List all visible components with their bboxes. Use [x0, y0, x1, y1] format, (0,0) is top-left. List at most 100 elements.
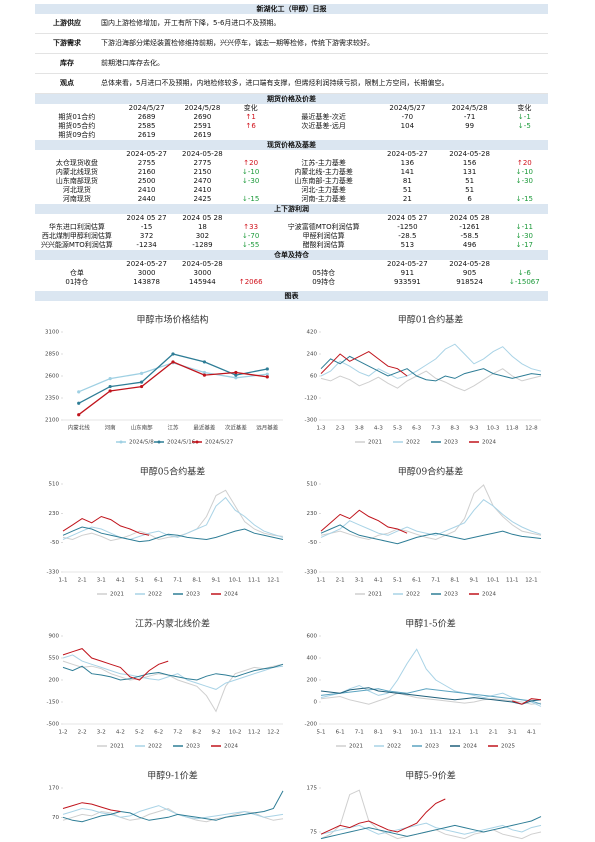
- table-row: 01持仓 143878 145944 ↑2066 09持仓 933591 918524 ↓-1…: [35, 278, 548, 287]
- x-tick-label: 9-1: [393, 730, 402, 736]
- summary-text: 国内上游检修增加，开工有所下降，5-6月进口不及预期。: [99, 14, 548, 34]
- point-marker: [234, 373, 238, 377]
- legend-label: 2021: [368, 440, 382, 446]
- y-tick-label: 420: [307, 330, 318, 336]
- cell: 143878: [133, 278, 160, 286]
- cell: [438, 131, 500, 140]
- series-line: [62, 802, 121, 812]
- x-tick-label: 2-2: [78, 730, 87, 736]
- x-tick-label: 10-1: [487, 578, 499, 584]
- x-tick-label: 3-1: [508, 730, 517, 736]
- cell: ↓-30: [515, 232, 534, 240]
- cell: 仓单: [69, 269, 84, 277]
- x-tick-label: 2-1: [336, 578, 345, 584]
- x-tick-label: 11-2: [248, 730, 260, 736]
- x-tick-label: 最近基差: [193, 424, 216, 432]
- point-marker: [77, 390, 81, 394]
- series-line: [62, 496, 284, 541]
- cell: 2024/5/28: [451, 104, 488, 112]
- cell: [35, 150, 119, 159]
- y-tick-label: 75: [310, 830, 317, 836]
- cell: 145944: [189, 278, 216, 286]
- cell: 905: [462, 269, 477, 277]
- cell: [230, 214, 271, 223]
- cell: [271, 214, 376, 223]
- data-table: 2024/5/27 2024/5/28 变化 2024/5/27 2024/5/28 变化…: [35, 104, 548, 140]
- x-tick-label: 7-1: [431, 578, 440, 584]
- cell: 21: [402, 195, 412, 203]
- cell: ↑20: [516, 159, 532, 167]
- y-tick-label: 550: [49, 656, 60, 662]
- cell: [376, 131, 438, 140]
- cell: ↑20: [243, 159, 259, 167]
- x-tick-label: 3-1: [355, 578, 364, 584]
- chart: 甲醇市场价格结构 2100 2350 2600 2850 3100 内蒙北线 河南 山东南部 江苏…: [45, 314, 283, 446]
- series-line: [62, 663, 284, 681]
- y-tick-label: -200: [305, 722, 318, 728]
- cell: [501, 214, 548, 223]
- cell: ↓-11: [515, 223, 534, 231]
- y-tick-label: -330: [305, 570, 318, 576]
- x-tick-label: 江苏: [167, 424, 179, 432]
- data-table: 2024-05-27 2024-05-28 2024-05-27 2024-05-28…: [35, 150, 548, 204]
- cell: [271, 104, 376, 113]
- series-line: [320, 798, 446, 835]
- cell: 2024-05-27: [126, 260, 167, 268]
- cell: 51: [465, 177, 475, 185]
- y-tick-label: 170: [49, 786, 60, 792]
- cell: 期货05合约: [58, 122, 96, 130]
- cell: 内蒙北线现货: [55, 168, 98, 176]
- table-row: 河北现货 2410 2410 河北-主力基差 51 51: [35, 186, 548, 195]
- x-tick-label: 7-3: [431, 426, 440, 432]
- legend-label: 2024: [224, 744, 238, 750]
- series-line: [320, 648, 542, 707]
- cell: 2024-05-28: [182, 260, 223, 268]
- cell: [35, 104, 119, 113]
- cell: ↑6: [245, 122, 256, 130]
- cell: -1250: [397, 223, 418, 231]
- cell: 104: [400, 122, 415, 130]
- chart: 甲醇9-1价差-130-3070170: [49, 770, 284, 823]
- legend-label: 2024/5/8: [129, 440, 154, 446]
- cell: 2024/5/27: [389, 104, 426, 112]
- cell: 期货09合约: [58, 131, 96, 139]
- x-tick-label: 1-1: [59, 578, 68, 584]
- summary-label: 下游需求: [35, 33, 99, 54]
- cell: 51: [402, 186, 412, 194]
- series-line: [62, 790, 284, 823]
- cell: 918524: [456, 278, 483, 286]
- series-line: [320, 343, 542, 379]
- point-marker: [234, 370, 238, 375]
- series-line: [320, 351, 408, 377]
- cell: 01持仓: [65, 278, 89, 286]
- cell: 513: [400, 241, 415, 249]
- table-row: 期货01合约 2689 2690 ↑1 最近基差-次近 -70 -71 ↓-1: [35, 113, 548, 122]
- table-row: 兴兴能源MTO利润估算 -1234 -1289 ↓-55 醋酸利润估算 513 496 ↓-1…: [35, 241, 548, 250]
- y-tick-label: 510: [307, 482, 318, 488]
- y-tick-label: 175: [307, 786, 318, 792]
- section-title: 仓单及持仓: [35, 250, 548, 260]
- chart-title: 甲醇01合约基差: [398, 314, 463, 326]
- point-marker: [77, 413, 81, 417]
- series-line: [320, 355, 542, 382]
- cell: 99: [465, 122, 475, 130]
- point-marker: [108, 384, 112, 389]
- data-table: 2024-05-27 2024-05-28 2024-05-27 2024-05-28…: [35, 260, 548, 287]
- series-line: [320, 687, 542, 705]
- cell: 2024-05-27: [387, 150, 428, 158]
- cell: 2619: [137, 131, 156, 139]
- cell: 2689: [137, 113, 156, 121]
- x-tick-label: 8-1: [192, 578, 201, 584]
- cell: -28.5: [398, 232, 417, 240]
- y-tick-label: -500: [47, 722, 60, 728]
- x-tick-label: 6-1: [412, 578, 421, 584]
- cell: 兴兴能源MTO利润估算: [40, 241, 113, 249]
- x-tick-label: 11-1: [506, 578, 518, 584]
- x-tick-label: 3-2: [97, 730, 106, 736]
- y-tick-label: 70: [52, 815, 59, 821]
- series-line: [62, 489, 284, 542]
- series-line: [320, 822, 542, 835]
- y-tick-label: -50: [50, 540, 59, 546]
- cell: 2024-05-28: [182, 150, 223, 158]
- y-tick-label: 600: [307, 634, 318, 640]
